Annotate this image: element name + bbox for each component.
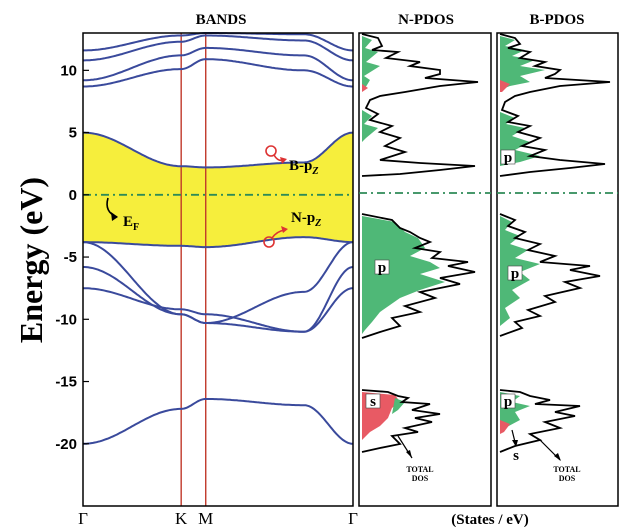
vb-marker — [263, 236, 275, 248]
k-point-label: Γ — [78, 509, 88, 528]
b-pdos-s-low — [500, 420, 510, 434]
n-pdos-panel: N-PDOS p s TOTAL DOS — [358, 12, 492, 507]
band-line-6 — [83, 58, 353, 88]
band-line-5 — [83, 131, 354, 169]
bands-frame — [82, 32, 354, 507]
n-pdos-s-label: s — [370, 394, 376, 410]
fermi-annotation: EF — [106, 197, 139, 233]
n-pdos-p-upper — [362, 36, 380, 90]
b-pdos-panel: B-PDOS p p p s TOTAL DOS — [496, 12, 619, 507]
n-pdos-p-mid — [362, 110, 378, 142]
n-pdos-total-label-2: DOS — [412, 474, 429, 483]
y-tick-label: -20 — [55, 436, 77, 453]
b-pdos-total-line — [499, 33, 611, 453]
band-gap-fill — [83, 132, 353, 248]
fermi-label: EF — [123, 214, 139, 233]
band-line-4 — [83, 236, 353, 249]
bands-title: BANDS — [196, 12, 247, 28]
band-line-7 — [83, 46, 354, 82]
bands-y-ticks: 10 5 0 -5 -10 -15 -20 — [55, 62, 89, 453]
y-axis-label: Energy (eV) — [13, 177, 49, 343]
cb-label: B-pZ — [289, 158, 318, 177]
bands-plot-area — [82, 32, 354, 506]
band-line-8 — [83, 34, 354, 62]
b-pdos-p-label-vb: p — [511, 266, 519, 282]
band-line-1 — [83, 287, 354, 333]
y-tick-label: 10 — [60, 62, 77, 79]
y-tick-label: -10 — [55, 311, 77, 328]
b-pdos-frame — [496, 32, 619, 507]
b-pdos-p-label-cb: p — [504, 150, 512, 166]
y-tick-label: -15 — [55, 374, 77, 391]
n-pdos-p-upper-red — [362, 84, 368, 92]
n-pdos-frame — [358, 32, 492, 507]
b-pdos-total-label: TOTAL — [553, 465, 580, 474]
y-tick-label: 5 — [69, 125, 77, 142]
cb-marker — [265, 145, 277, 157]
band-line-3 — [82, 241, 354, 324]
b-pdos-s-upper — [500, 80, 510, 92]
pdos-x-axis-label: (States / eV) — [451, 512, 528, 528]
n-pdos-total-label: TOTAL — [406, 465, 433, 474]
cb-annotation: B-pZ — [265, 145, 318, 177]
n-pdos-total-line — [361, 33, 479, 453]
b-pdos-p-upper — [500, 36, 545, 90]
vb-label: N-pZ — [291, 210, 321, 229]
band-line-2 — [83, 266, 354, 333]
b-pdos-title: B-PDOS — [529, 12, 584, 28]
k-point-label: Γ — [348, 509, 358, 528]
n-pdos-p-large — [362, 216, 445, 334]
k-point-label: M — [198, 509, 213, 528]
b-pdos-p-label-low: p — [504, 394, 512, 410]
y-tick-label: 0 — [69, 187, 77, 204]
n-pdos-p-label: p — [378, 260, 386, 276]
n-pdos-title: N-PDOS — [398, 12, 454, 28]
b-pdos-total-label-2: DOS — [559, 474, 576, 483]
b-pdos-s-label: s — [513, 448, 519, 464]
y-tick-label: -5 — [64, 249, 77, 266]
k-point-label: K — [175, 509, 188, 528]
band-line-0 — [82, 398, 354, 445]
vb-annotation: N-pZ — [263, 210, 321, 248]
